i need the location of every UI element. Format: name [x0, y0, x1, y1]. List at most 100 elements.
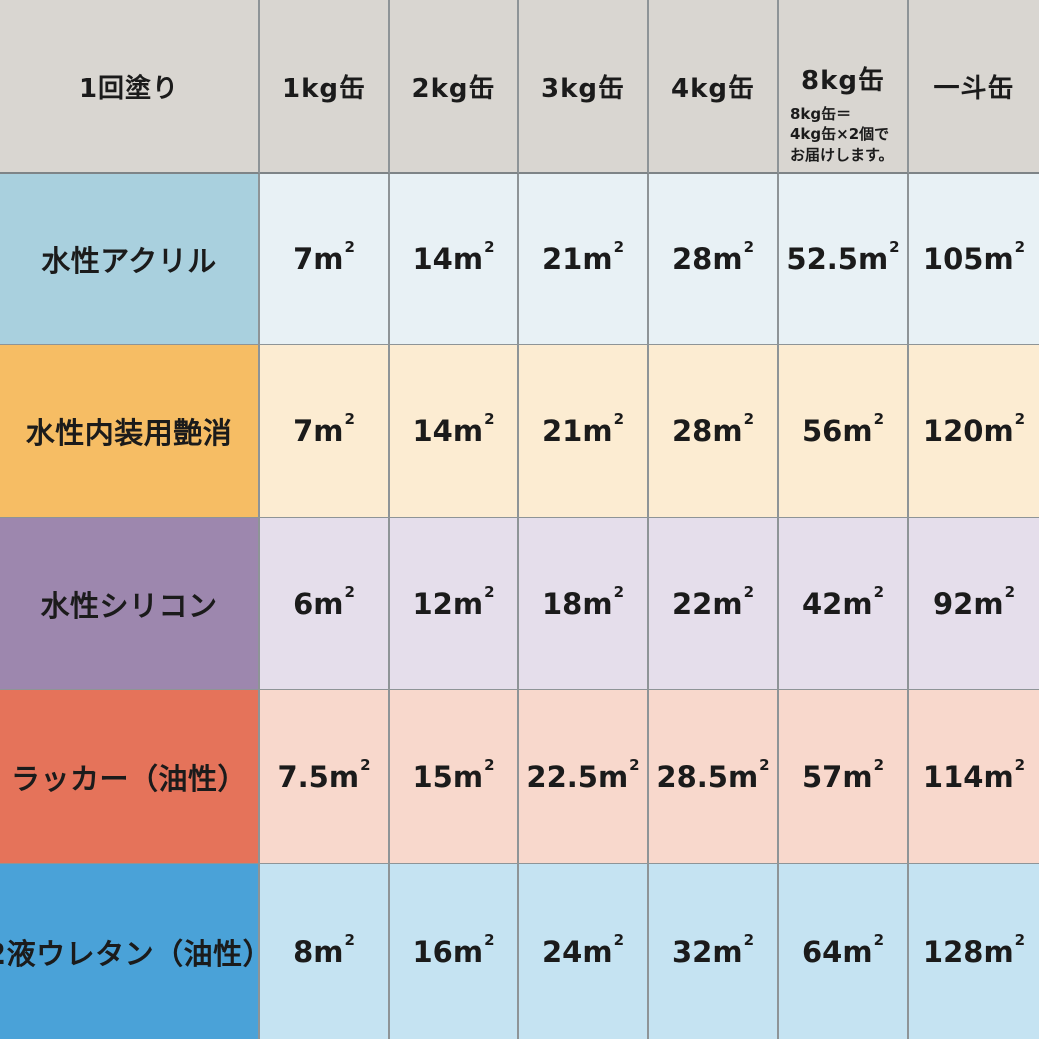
unit-sup: 2 [629, 755, 640, 774]
coverage-value: 14 [412, 242, 453, 276]
coverage-value: 16 [412, 934, 453, 969]
header-3kg-can: 3kg缶 [519, 0, 649, 174]
coverage-cell: 7.5 m 2 [260, 690, 390, 864]
coverage-cell: 28.5 m 2 [649, 690, 779, 864]
unit-sup: 2 [873, 930, 884, 949]
coverage-cell: 15 m 2 [390, 690, 519, 864]
row-label-water-acrylic: 水性アクリル [0, 174, 260, 345]
unit-m: m [313, 586, 344, 621]
unit-m: m [712, 242, 743, 276]
coverage-value: 7.5 [277, 759, 329, 794]
coverage-cell: 28 m 2 [649, 174, 779, 345]
coverage-value: 120 [922, 414, 984, 448]
coverage-value: 42 [801, 586, 843, 621]
unit-sup: 2 [484, 582, 495, 601]
unit-m: m [712, 934, 743, 969]
coverage-cell: 28 m 2 [649, 345, 779, 518]
coverage-cell: 24 m 2 [519, 864, 649, 1039]
coverage-value: 92 [932, 586, 974, 621]
coverage-cell: 114 m 2 [909, 690, 1039, 864]
header-2kg-can: 2kg缶 [390, 0, 519, 174]
unit-m: m [983, 934, 1014, 969]
coverage-cell: 16 m 2 [390, 864, 519, 1039]
coverage-cell: 21 m 2 [519, 345, 649, 518]
coverage-value: 7 [293, 414, 314, 448]
unit-sup: 2 [873, 582, 884, 601]
coverage-cell: 22 m 2 [649, 518, 779, 690]
header-label: 1回塗り [78, 73, 180, 104]
unit-sup: 2 [1014, 410, 1026, 428]
coverage-cell: 22.5 m 2 [519, 690, 649, 864]
unit-sup: 2 [484, 755, 495, 774]
unit-sup: 2 [344, 582, 355, 601]
coverage-value: 56 [801, 414, 843, 448]
header-itto-can: 一斗缶 [909, 0, 1039, 174]
unit-m: m [983, 414, 1014, 448]
unit-m: m [313, 934, 344, 969]
unit-m: m [842, 759, 873, 794]
row-label-urethane-oil: 2液ウレタン（油性） [0, 864, 260, 1039]
coverage-cell: 56 m 2 [779, 345, 909, 518]
unit-m: m [452, 414, 484, 448]
unit-m: m [842, 934, 873, 969]
unit-sup: 2 [1004, 582, 1015, 601]
unit-sup: 2 [1014, 930, 1026, 949]
coverage-cell: 18 m 2 [519, 518, 649, 690]
unit-m: m [582, 586, 613, 621]
coverage-cell: 105 m 2 [909, 174, 1039, 345]
note-line: 4kg缶×2個で [790, 125, 890, 144]
unit-sup: 2 [344, 410, 355, 428]
unit-sup: 2 [1014, 755, 1026, 774]
unit-m: m [712, 586, 743, 621]
unit-m: m [452, 242, 484, 276]
header-coats-per-application: 1回塗り [0, 0, 260, 174]
coverage-value: 52.5 [786, 242, 858, 276]
unit-m: m [842, 586, 873, 621]
unit-m: m [712, 414, 743, 448]
header-label: 8kg缶 [801, 65, 885, 96]
unit-sup: 2 [613, 410, 624, 428]
unit-m: m [582, 242, 613, 276]
coverage-cell: 14 m 2 [390, 174, 519, 345]
coverage-cell: 12 m 2 [390, 518, 519, 690]
coverage-value: 28 [671, 242, 713, 276]
header-label: 一斗缶 [933, 73, 1015, 104]
unit-sup: 2 [743, 582, 754, 601]
unit-m: m [452, 759, 484, 794]
coverage-value: 15 [412, 759, 453, 794]
unit-sup: 2 [743, 238, 754, 256]
unit-m: m [983, 242, 1014, 276]
coverage-value: 22 [671, 586, 713, 621]
coverage-value: 57 [801, 759, 843, 794]
coverage-value: 64 [801, 934, 843, 969]
row-label-water-interior-matte: 水性内装用艶消 [0, 345, 260, 518]
row-label-water-silicone: 水性シリコン [0, 518, 260, 690]
unit-sup: 2 [613, 582, 624, 601]
unit-sup: 2 [613, 930, 624, 949]
header-8kg-note: 8kg缶＝ 4kg缶×2個で お届けします。 [790, 104, 894, 165]
coverage-cell: 32 m 2 [649, 864, 779, 1039]
header-8kg-can: 8kg缶 8kg缶＝ 4kg缶×2個で お届けします。 [779, 0, 909, 174]
unit-m: m [983, 759, 1014, 794]
header-label: 3kg缶 [541, 73, 625, 104]
header-4kg-can: 4kg缶 [649, 0, 779, 174]
unit-m: m [727, 759, 759, 794]
coverage-cell: 120 m 2 [909, 345, 1039, 518]
unit-m: m [452, 934, 484, 969]
coverage-cell: 14 m 2 [390, 345, 519, 518]
coverage-value: 28.5 [656, 759, 728, 794]
unit-sup: 2 [344, 238, 355, 256]
coverage-value: 8 [293, 934, 314, 969]
unit-m: m [328, 759, 360, 794]
coverage-cell: 21 m 2 [519, 174, 649, 345]
unit-sup: 2 [484, 238, 495, 256]
coverage-value: 7 [293, 242, 314, 276]
unit-sup: 2 [344, 930, 355, 949]
coverage-value: 128 [922, 934, 984, 969]
unit-sup: 2 [613, 238, 624, 256]
unit-m: m [842, 414, 873, 448]
header-1kg-can: 1kg缶 [260, 0, 390, 174]
